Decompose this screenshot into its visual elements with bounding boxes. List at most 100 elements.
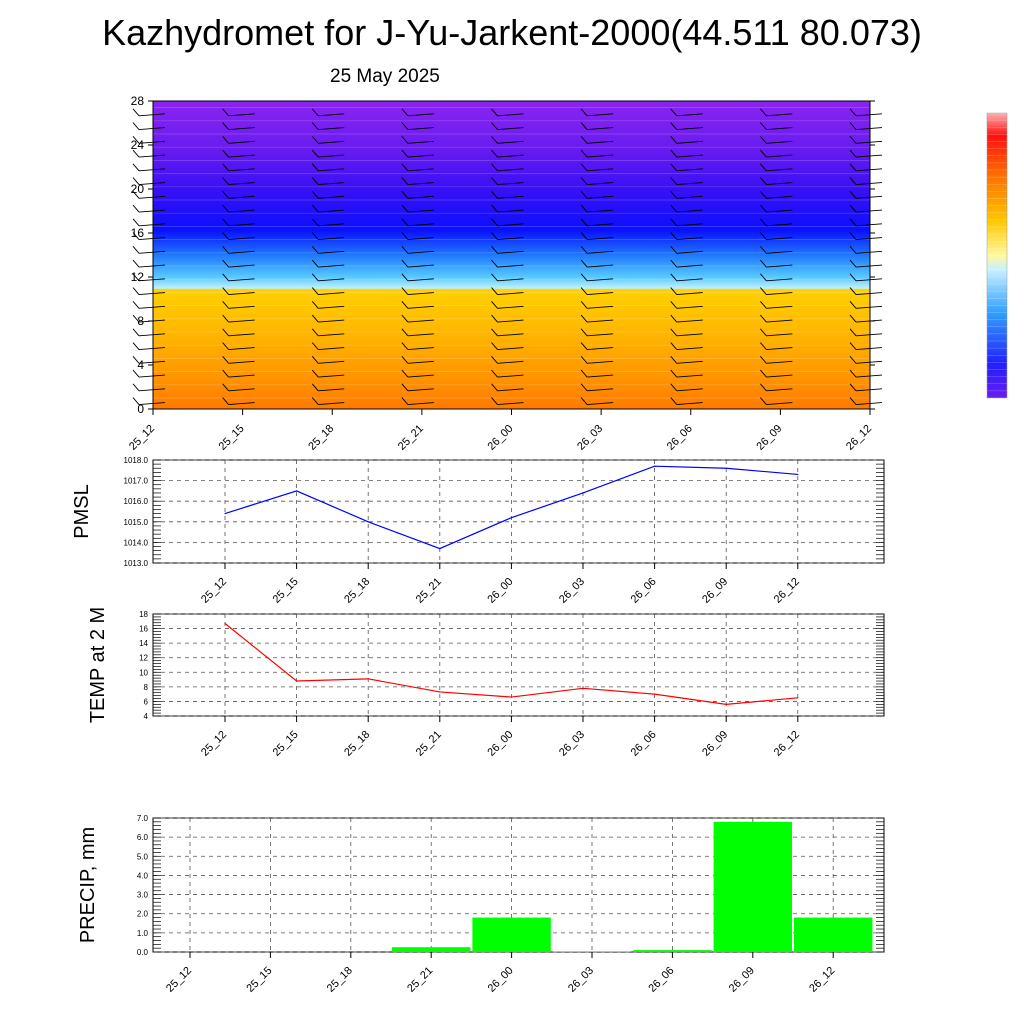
pmsl-point — [654, 465, 656, 467]
wind-barb-flag — [580, 301, 588, 309]
profile-ytick-label: 20 — [131, 182, 145, 196]
wind-barb — [497, 168, 524, 172]
wind-barb-flag — [311, 369, 319, 378]
wind-barb-flag — [491, 259, 498, 268]
wind-barb-flag — [491, 149, 498, 158]
wind-barb-flag — [401, 149, 409, 158]
wind-barb-flag — [311, 149, 319, 158]
wind-barb-flag — [760, 383, 767, 392]
wind-barb — [318, 333, 345, 337]
wind-barb — [676, 140, 703, 144]
wind-barb-flag — [311, 273, 319, 282]
wind-barb — [407, 195, 434, 199]
wind-barb — [587, 278, 614, 282]
wind-barb-flag — [311, 328, 319, 337]
wind-barb-flag — [401, 136, 409, 144]
wind-barb — [587, 168, 614, 172]
wind-barb-flag — [401, 356, 409, 364]
wind-barb-flag — [760, 232, 767, 240]
wind-barb-flag — [580, 369, 588, 378]
profile-ytick-label: 8 — [137, 314, 144, 328]
wind-barb — [318, 388, 345, 392]
wind-barb-flag — [760, 218, 767, 227]
wind-barb-flag — [849, 328, 857, 337]
precip-xtick-label: 26_12 — [807, 965, 837, 995]
wind-barb-flag — [132, 397, 140, 405]
wind-barb-flag — [670, 191, 678, 199]
wind-barb-column — [401, 108, 434, 406]
wind-barb-flag — [401, 191, 409, 199]
pmsl-point — [725, 467, 727, 469]
precip-ytick-label: 6.0 — [137, 833, 149, 842]
temp-ytick-label: 6 — [144, 697, 149, 706]
profile-xtick-label: 26_03 — [575, 423, 605, 453]
wind-barb-flag — [311, 342, 319, 350]
wind-barb — [855, 388, 883, 392]
wind-barb — [497, 319, 524, 323]
wind-barb — [855, 195, 883, 199]
wind-barb-flag — [670, 369, 678, 378]
wind-barb — [855, 113, 883, 117]
pmsl-point — [797, 473, 799, 476]
wind-barb — [138, 402, 166, 406]
wind-barb — [766, 154, 793, 158]
wind-barb-flag — [760, 246, 767, 254]
pmsl-xtick-label: 25_12 — [199, 576, 229, 606]
wind-barb — [676, 154, 703, 158]
wind-barb-flag — [580, 177, 588, 185]
wind-barb-flag — [580, 163, 588, 172]
wind-barb-flag — [401, 177, 409, 185]
wind-barb — [318, 168, 345, 172]
wind-barb — [766, 374, 793, 378]
wind-barb — [497, 113, 524, 117]
wind-barb — [676, 264, 703, 268]
wind-barb — [228, 195, 255, 199]
wind-barb — [497, 223, 524, 227]
wind-barb-flag — [580, 122, 588, 130]
pmsl-xtick-label: 25_15 — [271, 576, 301, 606]
pmsl-xtick-label: 26_06 — [629, 576, 659, 606]
wind-barb — [228, 154, 255, 158]
wind-barb-flag — [311, 246, 319, 254]
wind-barb-flag — [760, 301, 767, 309]
wind-barb — [676, 195, 703, 199]
wind-barb-flag — [849, 232, 857, 240]
wind-barb — [228, 182, 255, 186]
wind-barb-flag — [401, 163, 409, 172]
wind-barb-flag — [491, 287, 498, 295]
wind-barb — [676, 388, 703, 392]
wind-barb — [855, 250, 883, 254]
pmsl-xtick-label: 26_09 — [700, 576, 730, 606]
pmsl-ylabel: PMSL — [71, 484, 93, 538]
wind-barb-flag — [401, 218, 409, 227]
wind-barb-flag — [401, 287, 409, 295]
wind-barb — [766, 278, 793, 282]
wind-barb — [138, 264, 166, 268]
wind-barb-flag — [760, 191, 767, 199]
wind-barb — [766, 388, 793, 392]
wind-barb — [228, 402, 255, 406]
wind-barb — [318, 305, 345, 309]
wind-barb — [318, 402, 345, 406]
wind-barb-flag — [670, 314, 678, 323]
wind-barb — [676, 319, 703, 323]
wind-barb-flag — [670, 177, 678, 185]
wind-barb-flag — [132, 369, 140, 378]
precip-ylabel: PRECIP, mm — [77, 827, 99, 943]
wind-barb — [138, 278, 166, 282]
wind-barb — [766, 223, 793, 227]
temp-ytick-label: 12 — [139, 654, 148, 663]
wind-barb-column — [670, 108, 703, 406]
wind-barb — [676, 347, 703, 351]
temp-xtick-label: 26_09 — [700, 729, 730, 759]
wind-barb-flag — [849, 356, 857, 364]
wind-barb-flag — [849, 149, 857, 158]
wind-barb — [407, 209, 434, 213]
wind-barb-column — [132, 108, 166, 406]
wind-barb — [676, 209, 703, 213]
precip-xtick-label: 25_18 — [325, 965, 355, 995]
wind-barb — [587, 182, 614, 186]
wind-barb-flag — [849, 314, 857, 323]
wind-barb-flag — [849, 136, 857, 144]
wind-barb — [587, 360, 614, 364]
